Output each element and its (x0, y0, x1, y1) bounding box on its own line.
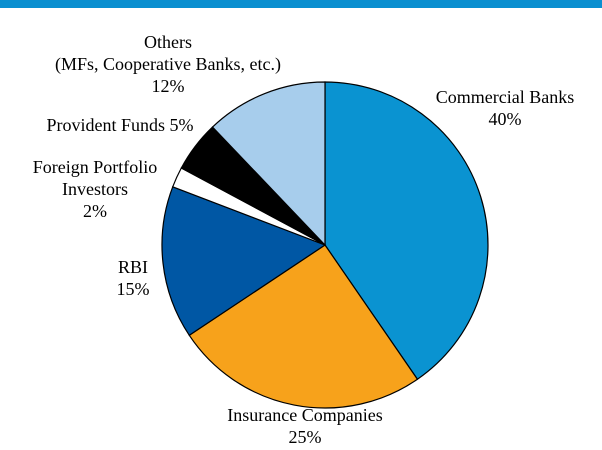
category-name: Provident Funds (46, 115, 165, 135)
value-label: 12% (151, 76, 185, 96)
category-name: Commercial Banks (435, 87, 575, 107)
slice-label: Others (MFs, Cooperative Banks, etc.) 12% (8, 31, 328, 97)
category-name: Foreign Portfolio Investors (32, 157, 158, 199)
value-label: 15% (116, 279, 150, 299)
pie-slice (324, 81, 489, 381)
top-bar (0, 0, 602, 8)
category-name: RBI (117, 257, 148, 277)
value-label: 25% (288, 427, 322, 447)
pie-slice (188, 244, 419, 409)
pie-slice (161, 186, 327, 337)
slice-label: Provident Funds 5% (0, 114, 240, 136)
slice-label: Foreign Portfolio Investors 2% (5, 156, 185, 222)
slice-label: RBI 15% (93, 256, 173, 300)
category-name: Others (MFs, Cooperative Banks, etc.) (55, 32, 281, 74)
value-label: 40% (488, 109, 522, 129)
value-label: 2% (83, 201, 107, 221)
value-label: 5% (169, 115, 194, 135)
category-name: Insurance Companies (227, 405, 383, 425)
pie-slice (211, 81, 326, 247)
slice-label: Commercial Banks 40% (405, 86, 602, 130)
slice-label: Insurance Companies 25% (175, 404, 435, 448)
